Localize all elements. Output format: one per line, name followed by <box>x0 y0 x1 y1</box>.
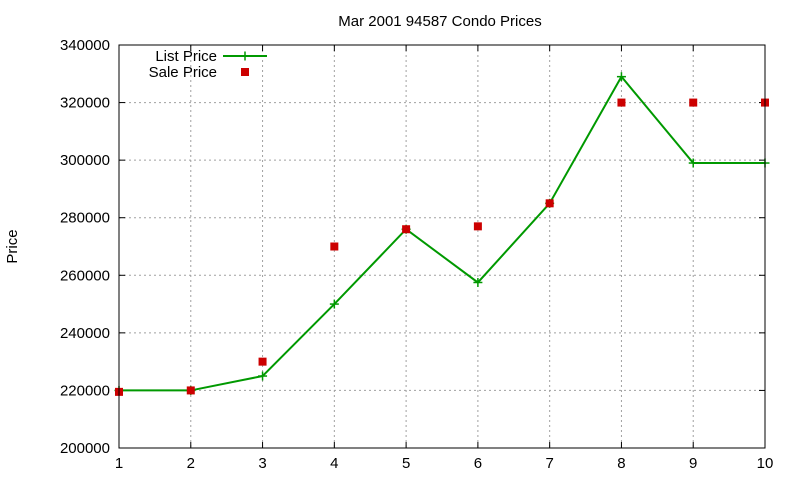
sale-price-point <box>402 225 411 234</box>
list-price-point <box>688 158 698 168</box>
y-axis-label: Price <box>4 229 21 263</box>
legend-marker-sale-price <box>241 68 249 76</box>
x-tick-label: 7 <box>545 455 553 472</box>
sale-price-point <box>545 199 554 208</box>
plot-frame <box>118 44 766 449</box>
y-tick-label: 260000 <box>60 267 110 284</box>
legend-label-sale-price: Sale Price <box>149 64 217 81</box>
legend-marker-list-price <box>240 51 250 61</box>
x-tick-label: 2 <box>187 455 195 472</box>
list-price-point <box>258 371 268 381</box>
y-tick-label: 300000 <box>60 152 110 169</box>
x-tick-label: 3 <box>258 455 266 472</box>
sale-price-point <box>473 222 482 231</box>
axis-ticks: 1 2 3 4 5 6 7 8 9 10 200000 220000 240000 260000 28000… <box>60 37 773 472</box>
sale-price-point <box>689 98 698 107</box>
legend-label-list-price: List Price <box>155 48 217 65</box>
y-tick-label: 200000 <box>60 440 110 457</box>
y-tick-label: 340000 <box>60 37 110 54</box>
list-price-line <box>119 74 765 392</box>
y-tick-label: 280000 <box>60 210 110 227</box>
y-tick-label: 220000 <box>60 382 110 399</box>
data-series <box>114 72 770 396</box>
x-tick-label: 9 <box>689 455 697 472</box>
x-tick-label: 1 <box>115 455 123 472</box>
x-tick-label: 6 <box>474 455 482 472</box>
list-price-point <box>616 72 626 82</box>
sale-price-point <box>186 386 195 395</box>
x-tick-label: 10 <box>757 455 774 472</box>
sale-price-point <box>617 98 626 107</box>
sale-price-point <box>330 242 339 251</box>
list-price-point <box>473 277 483 287</box>
sale-price-point <box>258 357 267 366</box>
y-tick-label: 320000 <box>60 95 110 112</box>
x-tick-label: 8 <box>617 455 625 472</box>
y-tick-label: 240000 <box>60 325 110 342</box>
list-price-point <box>329 299 339 309</box>
chart-title: Mar 2001 94587 Condo Prices <box>338 13 541 30</box>
grid-lines <box>119 45 765 448</box>
x-tick-label: 5 <box>402 455 410 472</box>
x-tick-label: 4 <box>330 455 338 472</box>
